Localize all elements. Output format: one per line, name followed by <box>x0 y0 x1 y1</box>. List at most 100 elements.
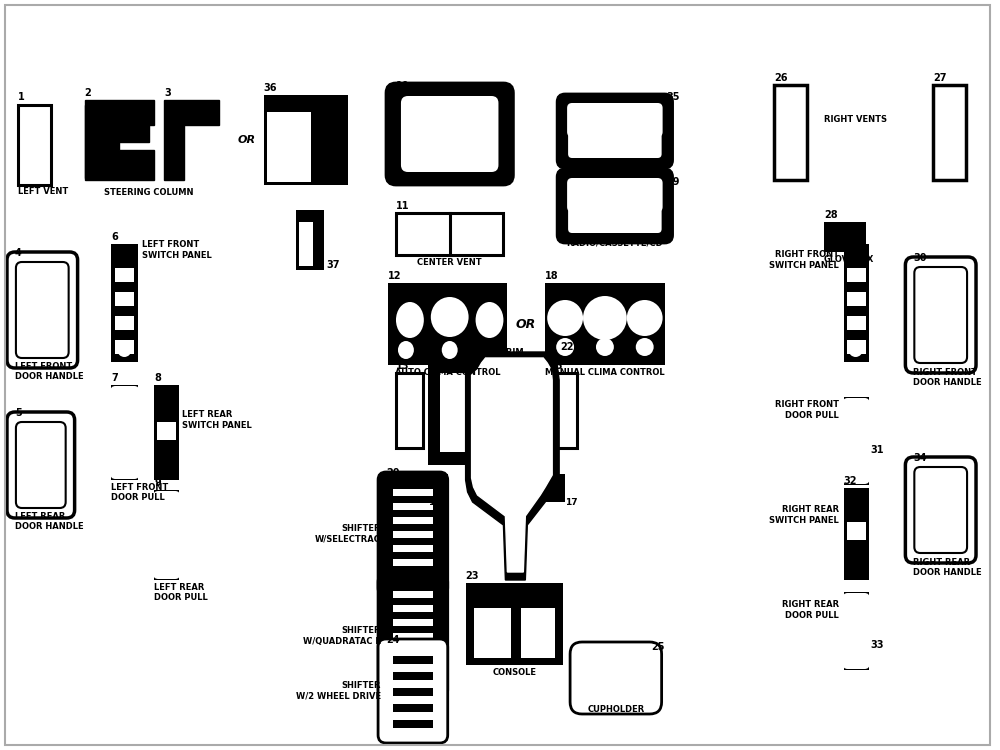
Bar <box>111 244 138 362</box>
Bar <box>296 210 324 270</box>
FancyBboxPatch shape <box>905 457 976 563</box>
Bar <box>847 340 866 354</box>
Bar <box>393 656 433 664</box>
Bar <box>393 675 433 682</box>
Text: 12: 12 <box>388 271 402 281</box>
Circle shape <box>547 300 583 336</box>
FancyBboxPatch shape <box>153 491 180 579</box>
Text: CUPHOLDER: CUPHOLDER <box>587 705 644 714</box>
Bar <box>115 268 134 282</box>
Text: CENTER VENT: CENTER VENT <box>417 258 482 267</box>
Text: 2: 2 <box>85 88 91 98</box>
Polygon shape <box>85 105 149 178</box>
Bar <box>393 531 433 538</box>
Text: RIGHT FRONT
DOOR HANDLE: RIGHT FRONT DOOR HANDLE <box>913 368 982 388</box>
FancyBboxPatch shape <box>16 262 69 358</box>
Bar <box>393 489 433 496</box>
Bar <box>393 688 433 696</box>
Bar <box>111 385 138 480</box>
FancyBboxPatch shape <box>378 574 448 698</box>
Text: 11: 11 <box>396 201 409 211</box>
Bar <box>393 591 433 598</box>
Bar <box>393 672 433 680</box>
FancyBboxPatch shape <box>843 398 870 484</box>
Circle shape <box>596 338 614 356</box>
Text: RADIO PLATE: RADIO PLATE <box>419 178 481 187</box>
FancyBboxPatch shape <box>378 472 448 596</box>
FancyBboxPatch shape <box>386 83 513 185</box>
Bar <box>428 360 545 465</box>
Text: OR: OR <box>238 135 256 145</box>
Bar <box>115 292 134 306</box>
Bar <box>393 704 433 712</box>
Text: 35: 35 <box>667 92 680 102</box>
Ellipse shape <box>117 343 131 357</box>
FancyBboxPatch shape <box>110 386 139 479</box>
Bar <box>466 583 563 665</box>
Bar <box>396 373 423 448</box>
Text: OR: OR <box>515 319 535 332</box>
Text: 34: 34 <box>913 453 927 463</box>
Text: 19: 19 <box>667 177 680 187</box>
Text: SHIFTER
W/QUADRATAC II: SHIFTER W/QUADRATAC II <box>303 626 381 646</box>
FancyBboxPatch shape <box>557 94 673 168</box>
Text: CONSOLE: CONSOLE <box>492 668 536 677</box>
Text: 21: 21 <box>386 570 400 580</box>
Bar <box>393 559 433 566</box>
Text: RIGHT REAR
DOOR HANDLE: RIGHT REAR DOOR HANDLE <box>913 558 982 578</box>
Bar <box>393 503 433 510</box>
Bar <box>18 105 51 185</box>
Bar <box>844 592 869 670</box>
Text: 24: 24 <box>386 635 400 645</box>
Text: LEFT FRONT
DOOR PULL: LEFT FRONT DOOR PULL <box>111 483 169 502</box>
Text: 14: 14 <box>428 348 441 358</box>
Text: 4: 4 <box>15 248 22 258</box>
Circle shape <box>570 187 586 203</box>
Bar <box>440 373 533 452</box>
Polygon shape <box>472 358 552 572</box>
Text: SHIFTER
W/2 WHEEL DRIVE: SHIFTER W/2 WHEEL DRIVE <box>296 681 381 700</box>
Bar <box>396 213 503 255</box>
Bar <box>388 283 507 365</box>
Bar <box>393 720 433 728</box>
Bar <box>844 244 869 362</box>
FancyBboxPatch shape <box>16 422 66 508</box>
Bar <box>154 490 179 580</box>
Bar <box>933 85 966 180</box>
Bar <box>393 619 433 626</box>
Text: 9: 9 <box>154 478 161 488</box>
Text: LEFT REAR
DOOR HANDLE: LEFT REAR DOOR HANDLE <box>15 512 84 532</box>
Bar <box>299 222 313 266</box>
Text: LEFT VENT: LEFT VENT <box>18 187 68 196</box>
Text: 31: 31 <box>871 445 884 455</box>
Bar <box>428 474 448 502</box>
Text: 8: 8 <box>154 373 161 383</box>
Ellipse shape <box>431 297 469 337</box>
FancyBboxPatch shape <box>567 178 663 212</box>
Bar <box>824 222 866 252</box>
FancyBboxPatch shape <box>570 642 662 714</box>
Text: 25: 25 <box>652 642 665 652</box>
Text: 27: 27 <box>933 73 947 83</box>
Bar <box>154 385 179 480</box>
Bar <box>393 517 433 524</box>
Text: 28: 28 <box>824 210 837 220</box>
Text: LEFT REAR
SWITCH PANEL: LEFT REAR SWITCH PANEL <box>182 410 252 430</box>
Text: 22: 22 <box>560 342 574 352</box>
Text: 16: 16 <box>428 498 440 507</box>
Circle shape <box>556 338 574 356</box>
Bar <box>521 608 555 658</box>
Text: 23: 23 <box>466 571 479 581</box>
Bar <box>393 573 433 580</box>
Text: 36: 36 <box>264 83 277 93</box>
Bar <box>545 283 665 365</box>
Polygon shape <box>164 100 219 180</box>
Text: 3: 3 <box>164 88 171 98</box>
Bar <box>774 85 807 180</box>
FancyBboxPatch shape <box>567 103 663 137</box>
Polygon shape <box>85 100 154 180</box>
Text: 15: 15 <box>550 361 564 371</box>
Ellipse shape <box>398 341 414 359</box>
FancyBboxPatch shape <box>914 467 967 553</box>
Bar <box>847 316 866 330</box>
